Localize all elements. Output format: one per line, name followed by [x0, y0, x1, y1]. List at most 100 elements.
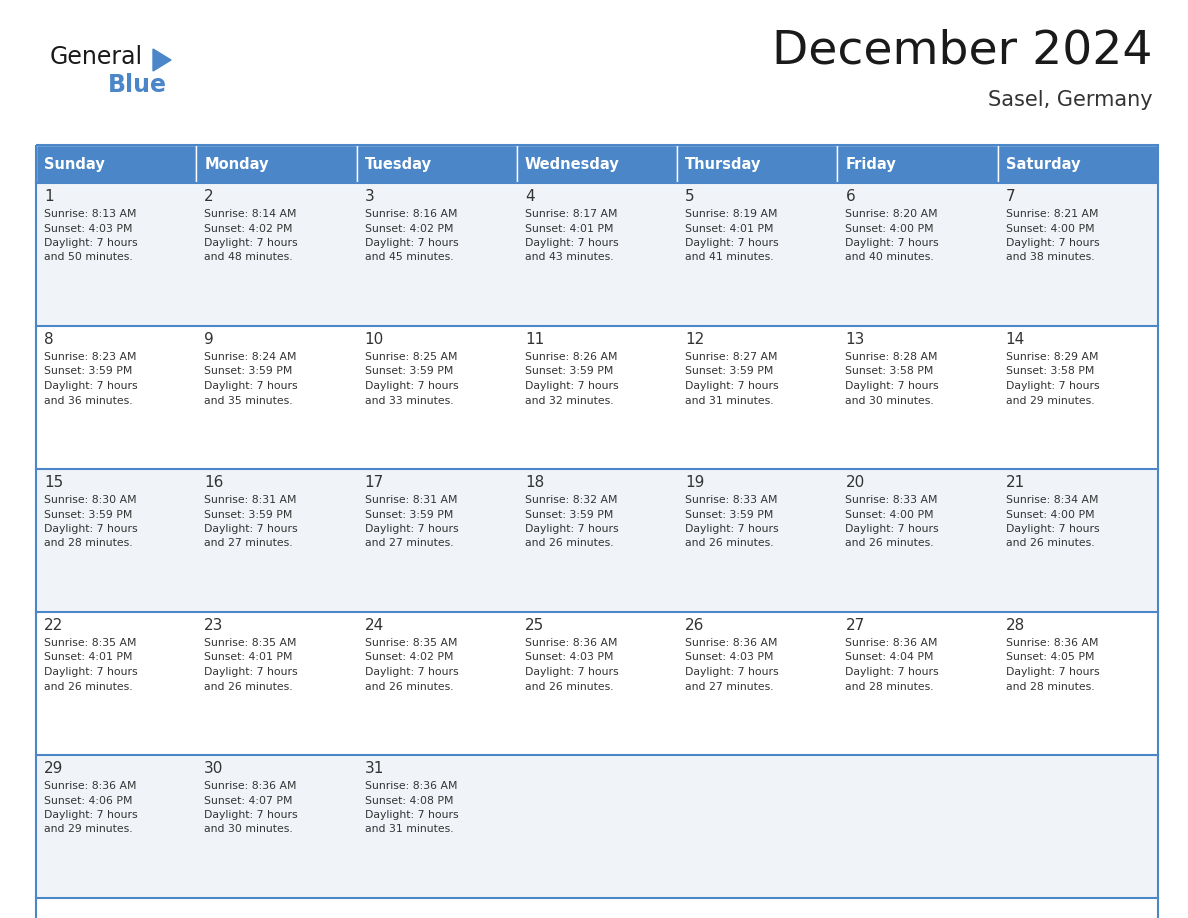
- Text: Sunset: 4:03 PM: Sunset: 4:03 PM: [685, 653, 773, 663]
- Bar: [36, 145, 196, 183]
- Text: Sasel, Germany: Sasel, Germany: [988, 90, 1154, 110]
- Bar: [36, 326, 1158, 469]
- Text: 8: 8: [44, 332, 53, 347]
- Text: Sunrise: 8:28 AM: Sunrise: 8:28 AM: [846, 352, 939, 362]
- Text: Sunrise: 8:35 AM: Sunrise: 8:35 AM: [204, 638, 297, 648]
- Text: Sunrise: 8:36 AM: Sunrise: 8:36 AM: [365, 781, 457, 791]
- Text: Daylight: 7 hours: Daylight: 7 hours: [365, 667, 459, 677]
- Text: Sunrise: 8:36 AM: Sunrise: 8:36 AM: [685, 638, 778, 648]
- Text: 15: 15: [44, 475, 63, 490]
- Text: Daylight: 7 hours: Daylight: 7 hours: [365, 381, 459, 391]
- Text: 31: 31: [365, 761, 384, 776]
- Text: Sunset: 4:03 PM: Sunset: 4:03 PM: [525, 653, 613, 663]
- Text: 10: 10: [365, 332, 384, 347]
- Text: 24: 24: [365, 618, 384, 633]
- Text: and 32 minutes.: and 32 minutes.: [525, 396, 613, 406]
- Text: 14: 14: [1006, 332, 1025, 347]
- Text: Sunset: 4:04 PM: Sunset: 4:04 PM: [846, 653, 934, 663]
- Text: Daylight: 7 hours: Daylight: 7 hours: [1006, 381, 1099, 391]
- Text: Daylight: 7 hours: Daylight: 7 hours: [204, 810, 298, 820]
- Text: Sunrise: 8:25 AM: Sunrise: 8:25 AM: [365, 352, 457, 362]
- Text: Sunrise: 8:23 AM: Sunrise: 8:23 AM: [44, 352, 137, 362]
- Text: Daylight: 7 hours: Daylight: 7 hours: [525, 238, 619, 248]
- Text: 28: 28: [1006, 618, 1025, 633]
- Text: Sunrise: 8:24 AM: Sunrise: 8:24 AM: [204, 352, 297, 362]
- Text: 23: 23: [204, 618, 223, 633]
- Text: Sunset: 3:59 PM: Sunset: 3:59 PM: [204, 366, 292, 376]
- Text: and 38 minutes.: and 38 minutes.: [1006, 252, 1094, 263]
- Text: and 29 minutes.: and 29 minutes.: [44, 824, 133, 834]
- Text: Thursday: Thursday: [685, 156, 762, 172]
- Text: December 2024: December 2024: [772, 28, 1154, 73]
- Text: Daylight: 7 hours: Daylight: 7 hours: [365, 810, 459, 820]
- Text: Daylight: 7 hours: Daylight: 7 hours: [204, 238, 298, 248]
- Text: Daylight: 7 hours: Daylight: 7 hours: [204, 381, 298, 391]
- Text: 12: 12: [685, 332, 704, 347]
- Text: 27: 27: [846, 618, 865, 633]
- Text: and 33 minutes.: and 33 minutes.: [365, 396, 453, 406]
- Text: Daylight: 7 hours: Daylight: 7 hours: [846, 524, 939, 534]
- Text: 16: 16: [204, 475, 223, 490]
- Text: Sunset: 3:58 PM: Sunset: 3:58 PM: [1006, 366, 1094, 376]
- Text: Sunset: 3:59 PM: Sunset: 3:59 PM: [685, 509, 773, 520]
- Text: and 35 minutes.: and 35 minutes.: [204, 396, 293, 406]
- Text: and 43 minutes.: and 43 minutes.: [525, 252, 613, 263]
- Text: and 26 minutes.: and 26 minutes.: [525, 681, 613, 691]
- Bar: [838, 145, 998, 183]
- Text: Friday: Friday: [846, 156, 896, 172]
- Text: Daylight: 7 hours: Daylight: 7 hours: [1006, 667, 1099, 677]
- Text: and 28 minutes.: and 28 minutes.: [1006, 681, 1094, 691]
- Text: Sunset: 4:01 PM: Sunset: 4:01 PM: [525, 223, 613, 233]
- Text: Sunset: 3:59 PM: Sunset: 3:59 PM: [365, 366, 453, 376]
- Text: Wednesday: Wednesday: [525, 156, 620, 172]
- Bar: [36, 145, 1158, 918]
- Text: Sunset: 4:01 PM: Sunset: 4:01 PM: [44, 653, 133, 663]
- Text: 25: 25: [525, 618, 544, 633]
- Bar: [36, 612, 1158, 755]
- Text: 22: 22: [44, 618, 63, 633]
- Text: Sunrise: 8:20 AM: Sunrise: 8:20 AM: [846, 209, 939, 219]
- Bar: [36, 469, 1158, 612]
- Text: Sunrise: 8:17 AM: Sunrise: 8:17 AM: [525, 209, 618, 219]
- Text: Sunset: 4:02 PM: Sunset: 4:02 PM: [365, 653, 453, 663]
- Text: and 28 minutes.: and 28 minutes.: [44, 539, 133, 548]
- Text: Daylight: 7 hours: Daylight: 7 hours: [846, 238, 939, 248]
- Text: Sunrise: 8:13 AM: Sunrise: 8:13 AM: [44, 209, 137, 219]
- Text: Daylight: 7 hours: Daylight: 7 hours: [44, 381, 138, 391]
- Text: Sunrise: 8:14 AM: Sunrise: 8:14 AM: [204, 209, 297, 219]
- Text: 26: 26: [685, 618, 704, 633]
- Text: Sunrise: 8:31 AM: Sunrise: 8:31 AM: [365, 495, 457, 505]
- Text: Sunset: 4:00 PM: Sunset: 4:00 PM: [846, 223, 934, 233]
- Text: Sunset: 4:02 PM: Sunset: 4:02 PM: [204, 223, 292, 233]
- Text: and 48 minutes.: and 48 minutes.: [204, 252, 293, 263]
- Text: Sunrise: 8:29 AM: Sunrise: 8:29 AM: [1006, 352, 1098, 362]
- Text: and 26 minutes.: and 26 minutes.: [204, 681, 293, 691]
- Text: Daylight: 7 hours: Daylight: 7 hours: [44, 667, 138, 677]
- Polygon shape: [153, 49, 171, 71]
- Text: Sunrise: 8:26 AM: Sunrise: 8:26 AM: [525, 352, 618, 362]
- Text: 7: 7: [1006, 189, 1016, 204]
- Text: Sunrise: 8:31 AM: Sunrise: 8:31 AM: [204, 495, 297, 505]
- Text: Daylight: 7 hours: Daylight: 7 hours: [1006, 524, 1099, 534]
- Text: Sunrise: 8:35 AM: Sunrise: 8:35 AM: [44, 638, 137, 648]
- Text: and 26 minutes.: and 26 minutes.: [1006, 539, 1094, 548]
- Text: Daylight: 7 hours: Daylight: 7 hours: [525, 667, 619, 677]
- Text: 2: 2: [204, 189, 214, 204]
- Text: and 50 minutes.: and 50 minutes.: [44, 252, 133, 263]
- Text: Sunrise: 8:27 AM: Sunrise: 8:27 AM: [685, 352, 778, 362]
- Text: and 27 minutes.: and 27 minutes.: [365, 539, 453, 548]
- Text: and 41 minutes.: and 41 minutes.: [685, 252, 773, 263]
- Text: Daylight: 7 hours: Daylight: 7 hours: [365, 524, 459, 534]
- Text: Sunset: 4:01 PM: Sunset: 4:01 PM: [685, 223, 773, 233]
- Text: and 26 minutes.: and 26 minutes.: [44, 681, 133, 691]
- Text: Daylight: 7 hours: Daylight: 7 hours: [685, 238, 779, 248]
- Bar: [196, 145, 356, 183]
- Text: Sunrise: 8:36 AM: Sunrise: 8:36 AM: [204, 781, 297, 791]
- Text: Sunset: 3:59 PM: Sunset: 3:59 PM: [44, 366, 132, 376]
- Text: 30: 30: [204, 761, 223, 776]
- Text: Daylight: 7 hours: Daylight: 7 hours: [846, 667, 939, 677]
- Text: 19: 19: [685, 475, 704, 490]
- Text: Sunday: Sunday: [44, 156, 105, 172]
- Text: and 27 minutes.: and 27 minutes.: [685, 681, 773, 691]
- Text: 3: 3: [365, 189, 374, 204]
